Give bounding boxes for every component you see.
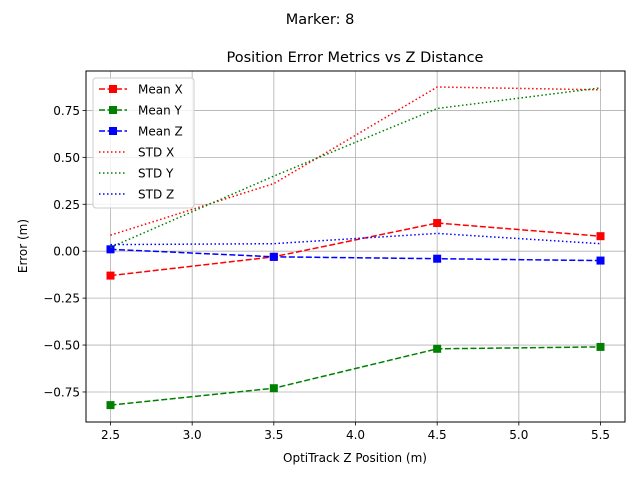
y-tick-label: −0.50: [43, 339, 80, 353]
legend-label-std-y: STD Y: [138, 167, 174, 181]
legend-marker-mean-z: [109, 127, 117, 135]
legend-marker-mean-x: [109, 85, 117, 93]
ticks-layer: 2.5 3.0 3.5 4.0 4.5 5.0 5.5 −0.75 −0.50 −0.25 0.00…: [43, 104, 610, 442]
y-tick-label: 0.00: [53, 245, 80, 259]
legend-marker-mean-y: [109, 106, 117, 114]
x-tick-label: 2.5: [101, 428, 120, 442]
legend-label-std-z: STD Z: [138, 188, 174, 202]
x-tick-label: 3.0: [183, 428, 202, 442]
data-point-mean-z: [433, 254, 442, 263]
series-line-mean-z: [110, 248, 601, 262]
data-point-mean-y: [433, 344, 442, 353]
series-line-mean-y: [110, 346, 601, 406]
data-point-mean-y: [106, 401, 115, 410]
data-point-mean-x: [433, 219, 442, 228]
series-line-std-y: [110, 87, 601, 249]
data-point-mean-x: [596, 232, 605, 241]
legend-label-mean-z: Mean Z: [138, 125, 183, 139]
x-tick-label: 4.5: [428, 428, 447, 442]
data-point-mean-x: [106, 271, 115, 280]
series-line-mean-x: [110, 222, 601, 277]
legend-label-mean-y: Mean Y: [138, 104, 183, 118]
x-tick-label: 3.5: [264, 428, 283, 442]
data-point-mean-z: [269, 252, 278, 261]
legend-label-mean-x: Mean X: [138, 83, 183, 97]
y-tick-label: 0.25: [53, 198, 80, 212]
data-point-mean-z: [596, 256, 605, 265]
chart-title: Position Error Metrics vs Z Distance: [227, 50, 484, 66]
x-tick-label: 5.0: [509, 428, 528, 442]
y-axis-label: Error (m): [16, 219, 30, 273]
series-layer: [106, 86, 605, 410]
data-point-mean-z: [106, 245, 115, 254]
data-point-mean-y: [596, 342, 605, 351]
y-tick-label: −0.25: [43, 292, 80, 306]
series-line-std-z: [110, 232, 601, 246]
x-axis-label: OptiTrack Z Position (m): [283, 451, 427, 465]
y-tick-label: 0.50: [53, 151, 80, 165]
legend-label-std-x: STD X: [138, 146, 174, 160]
y-tick-label: 0.75: [53, 104, 80, 118]
x-tick-label: 4.0: [346, 428, 365, 442]
legend: Mean X Mean Y Mean Z STD X STD Y STD Z: [92, 77, 195, 209]
chart-suptitle: Marker: 8: [286, 12, 355, 28]
x-tick-label: 5.5: [591, 428, 610, 442]
data-point-mean-y: [269, 384, 278, 393]
y-tick-label: −0.75: [43, 385, 80, 399]
